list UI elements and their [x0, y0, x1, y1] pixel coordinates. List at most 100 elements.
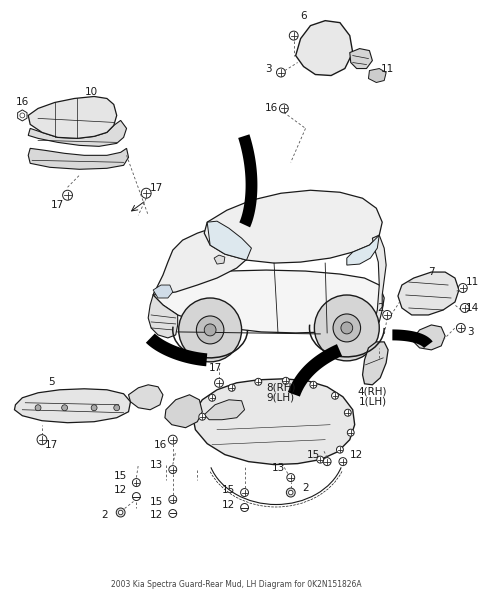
Circle shape — [61, 405, 68, 411]
Circle shape — [460, 303, 469, 312]
Text: 2003 Kia Spectra Guard-Rear Mud, LH Diagram for 0K2N151826A: 2003 Kia Spectra Guard-Rear Mud, LH Diag… — [111, 580, 362, 589]
Circle shape — [287, 474, 295, 481]
Polygon shape — [392, 330, 432, 348]
Text: 13: 13 — [149, 459, 163, 469]
Circle shape — [279, 104, 288, 113]
Polygon shape — [238, 134, 257, 227]
Text: 4(RH): 4(RH) — [358, 387, 387, 397]
Polygon shape — [350, 49, 372, 68]
Polygon shape — [204, 190, 382, 263]
Circle shape — [456, 324, 465, 333]
Circle shape — [63, 190, 72, 201]
Text: 16: 16 — [16, 98, 29, 108]
Circle shape — [289, 31, 298, 40]
Polygon shape — [398, 272, 459, 315]
Text: 13: 13 — [271, 462, 285, 472]
Text: 12: 12 — [222, 500, 236, 509]
Circle shape — [169, 496, 177, 503]
Circle shape — [333, 314, 360, 342]
Circle shape — [240, 503, 249, 512]
Polygon shape — [347, 235, 379, 265]
Polygon shape — [153, 285, 173, 298]
Polygon shape — [288, 344, 342, 397]
Circle shape — [317, 456, 324, 463]
Circle shape — [310, 381, 317, 389]
Circle shape — [240, 488, 249, 497]
Text: 15: 15 — [222, 484, 236, 494]
Circle shape — [344, 409, 351, 416]
Circle shape — [132, 478, 140, 487]
Circle shape — [332, 392, 338, 399]
Circle shape — [348, 429, 354, 436]
Text: 17: 17 — [51, 200, 64, 210]
Text: 15: 15 — [149, 496, 163, 506]
Circle shape — [314, 295, 379, 361]
Text: 12: 12 — [114, 484, 127, 494]
Text: 3: 3 — [468, 327, 474, 337]
Polygon shape — [148, 295, 178, 338]
Circle shape — [341, 322, 353, 334]
Text: 2: 2 — [302, 483, 309, 493]
Text: 17: 17 — [208, 363, 222, 373]
Text: 7: 7 — [428, 267, 435, 277]
Circle shape — [215, 378, 223, 387]
Circle shape — [37, 435, 47, 444]
Text: 17: 17 — [149, 183, 163, 193]
Circle shape — [114, 405, 120, 411]
Polygon shape — [28, 96, 117, 139]
Circle shape — [91, 405, 97, 411]
Text: 15: 15 — [114, 471, 127, 481]
Circle shape — [116, 508, 125, 517]
Polygon shape — [372, 235, 386, 330]
Text: 5: 5 — [48, 377, 55, 387]
Circle shape — [132, 493, 140, 500]
Circle shape — [35, 405, 41, 411]
Circle shape — [287, 488, 295, 497]
Text: 6: 6 — [300, 11, 307, 21]
Text: 16: 16 — [264, 104, 278, 114]
Polygon shape — [146, 333, 207, 367]
Text: 3: 3 — [265, 64, 272, 74]
Text: 1(LH): 1(LH) — [359, 397, 386, 407]
Circle shape — [276, 68, 286, 77]
Text: 14: 14 — [466, 303, 480, 313]
Circle shape — [336, 446, 343, 453]
Text: 15: 15 — [307, 450, 320, 459]
Circle shape — [255, 378, 262, 386]
Circle shape — [204, 324, 216, 336]
Text: 9(LH): 9(LH) — [267, 393, 295, 403]
Polygon shape — [207, 221, 252, 260]
Polygon shape — [129, 385, 163, 410]
Text: 12: 12 — [149, 511, 163, 521]
Circle shape — [323, 458, 331, 466]
Polygon shape — [153, 221, 264, 295]
Polygon shape — [28, 120, 127, 146]
Text: 17: 17 — [45, 440, 59, 450]
Circle shape — [209, 394, 216, 401]
Circle shape — [168, 435, 177, 444]
Circle shape — [169, 509, 177, 518]
Polygon shape — [296, 21, 353, 76]
Circle shape — [199, 414, 206, 420]
Text: 10: 10 — [84, 87, 98, 98]
Polygon shape — [165, 394, 202, 428]
Text: 11: 11 — [381, 64, 394, 74]
Polygon shape — [28, 148, 129, 170]
Polygon shape — [18, 110, 27, 121]
Polygon shape — [14, 389, 131, 422]
Polygon shape — [362, 342, 388, 385]
Circle shape — [282, 377, 289, 384]
Text: 2: 2 — [102, 511, 108, 521]
Polygon shape — [204, 400, 244, 419]
Circle shape — [179, 298, 241, 362]
Text: 8(RH): 8(RH) — [266, 383, 296, 393]
Polygon shape — [192, 379, 355, 465]
Polygon shape — [214, 255, 225, 264]
Circle shape — [169, 466, 177, 474]
Text: 16: 16 — [154, 440, 167, 450]
Circle shape — [141, 188, 151, 198]
Polygon shape — [369, 68, 386, 83]
Text: 2: 2 — [377, 303, 384, 313]
Circle shape — [288, 490, 293, 495]
Polygon shape — [153, 270, 384, 333]
